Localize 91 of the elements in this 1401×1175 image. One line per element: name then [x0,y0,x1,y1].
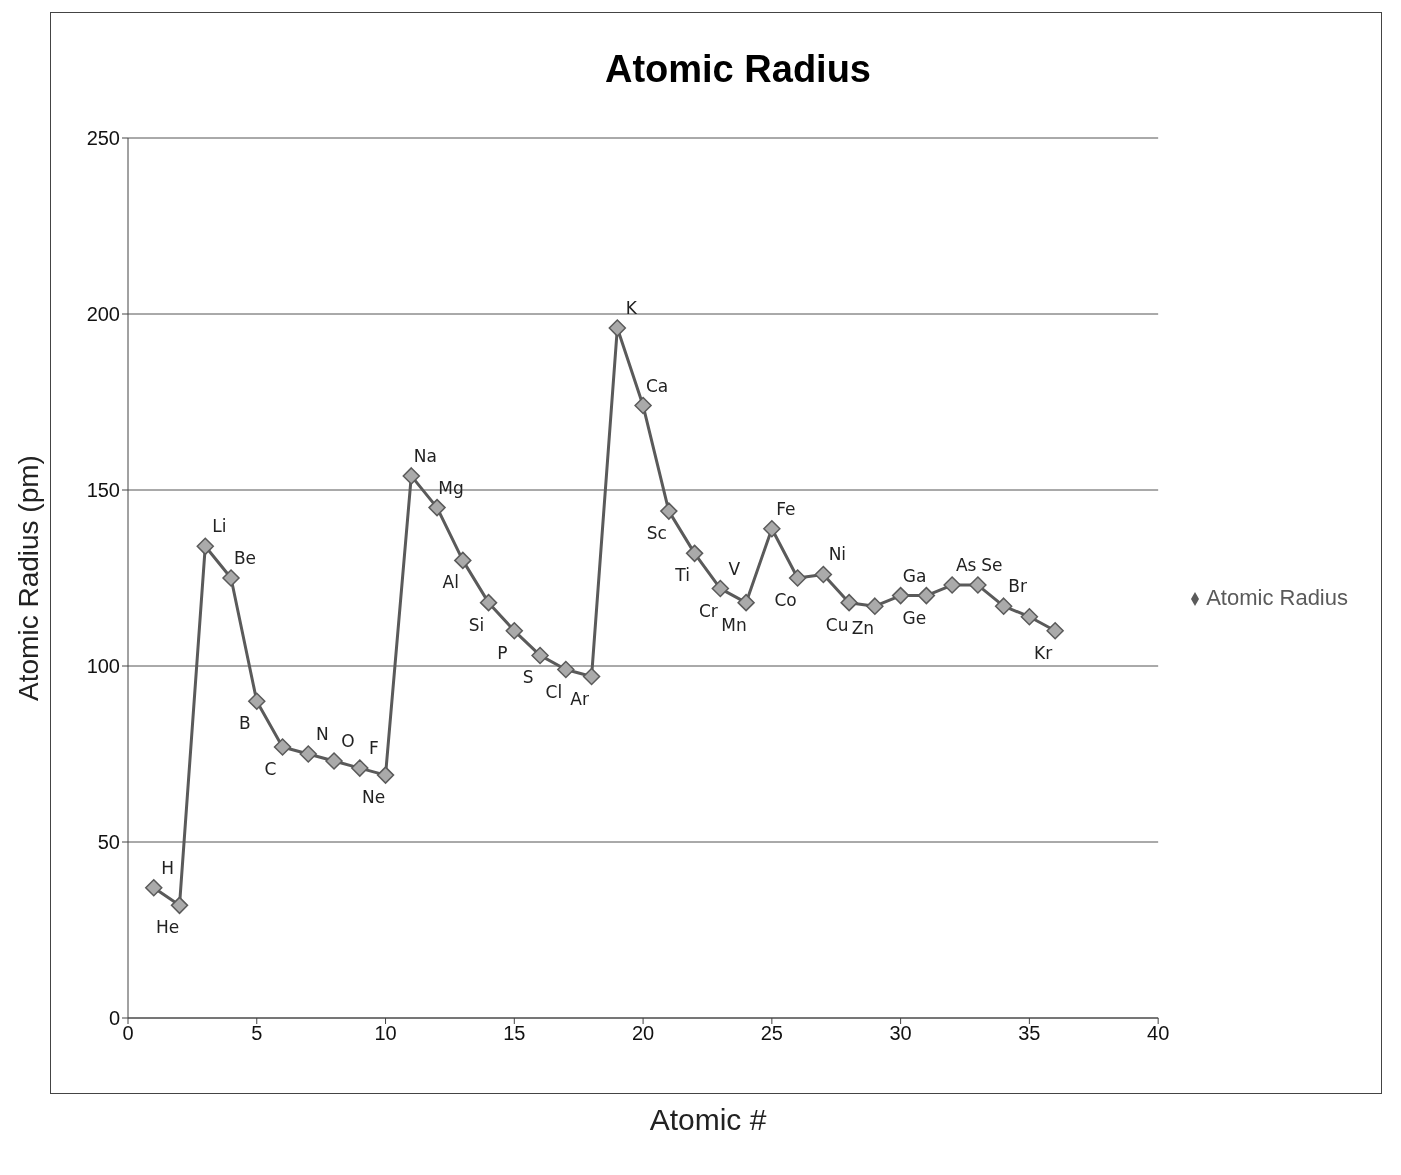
point [454,551,472,570]
point [557,660,575,679]
x-tick-label: 40 [1147,1022,1170,1045]
point [248,692,266,710]
y-tick-label: 0 [108,1007,120,1030]
point [737,593,755,612]
annotation: Cu [825,614,849,635]
point [917,586,936,605]
y-tick-label: 200 [86,303,120,326]
annotation: F [368,738,379,759]
annotation: Br [1008,576,1027,597]
y-tick-label: 50 [97,831,120,854]
annotation: As [955,555,977,576]
x-tick-label: 20 [631,1022,655,1045]
annotation: Cr [698,600,718,621]
point [402,467,421,485]
point [273,738,292,756]
x-tick-label: 25 [760,1022,783,1045]
x-tick-label: 5 [251,1022,263,1045]
point [582,667,601,686]
point [660,502,678,520]
point [634,396,652,415]
point [428,498,446,517]
point [866,597,884,615]
point [531,646,549,665]
point [788,569,807,587]
point [814,565,833,584]
annotation: Fe [776,498,796,519]
x-tick-label: 35 [1018,1022,1041,1045]
point [994,597,1013,615]
point [1020,607,1039,626]
point [1046,622,1064,640]
annotation: N [315,724,329,744]
annotation: Sc [646,523,667,544]
point [891,586,910,605]
annotation: Mg [438,477,464,498]
annotation: Ge [902,607,927,628]
annotation: Al [442,572,459,593]
annotation: B [238,713,251,734]
point [351,759,369,777]
x-tick-label: 15 [503,1022,526,1045]
annotation: Zn [851,618,875,639]
x-tick-label: 10 [374,1022,397,1045]
point [763,519,781,538]
y-tick-label: 150 [86,479,120,502]
annotation: Ne [361,787,386,808]
legend-label: Atomic Radius [1206,585,1348,610]
point [840,593,858,612]
annotation: He [155,917,180,938]
annotation: Ga [902,565,927,586]
point [196,537,215,556]
annotation: Co [774,590,797,610]
y-tick-label: 100 [86,655,120,678]
annotation: O [341,731,355,752]
y-tick-label: 250 [86,127,120,150]
annotation: V [728,558,741,579]
annotation: P [497,642,508,663]
y-axis-title: Atomic Radius (pm) [12,455,44,701]
annotation: Na [413,445,437,466]
point [145,879,163,897]
annotation: Cl [545,681,563,702]
point [943,576,961,594]
annotation: Ti [674,565,690,586]
x-tick-label: 30 [889,1022,912,1045]
point [711,579,730,598]
point [685,544,704,563]
annotation: C [264,758,277,779]
annotation: Ca [645,375,669,396]
chart-title: Atomic Radius [603,48,872,91]
annotation: Se [981,555,1003,576]
point [479,593,498,612]
point [505,622,524,640]
point [170,896,189,915]
annotation: H [161,857,175,878]
point [325,752,343,770]
point [376,766,395,784]
annotation: K [625,298,638,319]
point [969,576,987,594]
point [222,569,240,587]
annotation: Ni [828,544,847,565]
x-tick-label: 0 [122,1022,134,1045]
annotation: Be [233,548,257,568]
point [608,319,627,337]
annotation: Ar [570,688,589,709]
annotation: Mn [721,614,747,635]
annotation: Li [212,516,227,537]
point [299,745,318,763]
x-axis-title: Atomic # [648,1103,768,1137]
annotation: Si [468,614,485,635]
annotation: Kr [1034,642,1053,663]
annotation: S [522,667,534,688]
